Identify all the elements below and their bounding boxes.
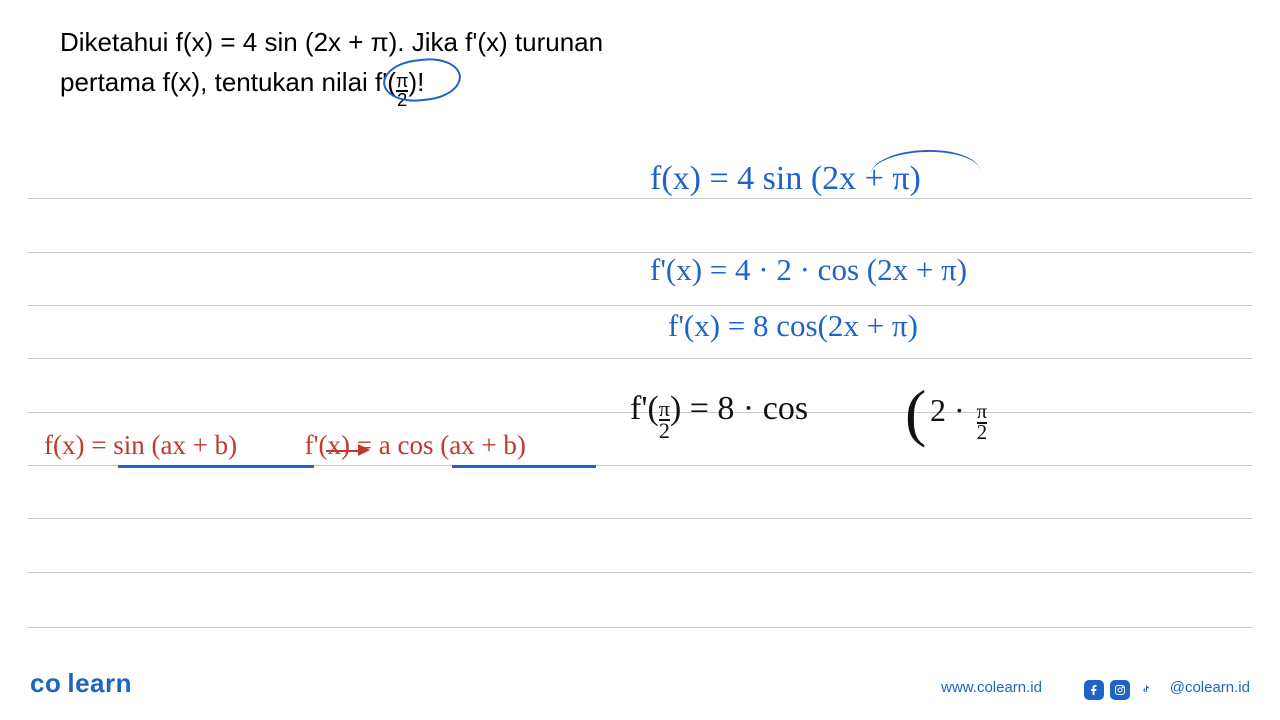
brand-pre: co — [30, 668, 61, 698]
problem-line-2-pre: pertama f(x), tentukan nilai — [60, 67, 368, 97]
hw-eval-frac-num: π — [659, 399, 670, 419]
problem-statement: Diketahui f(x) = 4 sin (2x + π). Jika f'… — [60, 22, 680, 108]
hw-fprime-step1: f'(x) = 4 · 2 · cos (2x + π) — [650, 254, 967, 285]
hw-eval-pi-half: π2 — [977, 403, 988, 442]
problem-fcall-pre: f'( — [375, 67, 396, 97]
footer-url: www.colearn.id — [941, 679, 1042, 696]
fraction-num: π — [396, 73, 409, 89]
hw-eval-pi: π — [977, 403, 988, 422]
formula-underline-2 — [452, 465, 596, 468]
arrow-head-icon — [358, 444, 370, 456]
facebook-icon — [1084, 680, 1104, 700]
hw-fprime-step2: f'(x) = 8 cos(2x + π) — [668, 310, 918, 341]
formula-rhs: f'(x) = a cos (ax + b) — [305, 430, 526, 460]
ruled-line — [28, 627, 1252, 628]
formula-rule: f(x) = sin (ax + b) f'(x) = a cos (ax + … — [44, 432, 526, 459]
arc-over-argument — [870, 148, 981, 178]
whiteboard-page: Diketahui f(x) = 4 sin (2x + π). Jika f'… — [0, 0, 1280, 720]
ruled-line — [28, 305, 1252, 306]
ruled-line — [28, 358, 1252, 359]
hw-eval-frac-den: 2 — [659, 419, 670, 441]
arrow-shaft — [326, 450, 358, 452]
formula-lhs: f(x) = sin (ax + b) — [44, 430, 237, 460]
hw-eval-fraction: π2 — [659, 399, 670, 441]
hw-eval-two-dot: 2 · — [930, 392, 965, 428]
problem-line-1: Diketahui f(x) = 4 sin (2x + π). Jika f'… — [60, 22, 680, 62]
hw-eval-two: 2 — [977, 422, 988, 443]
fraction-den: 2 — [396, 90, 409, 108]
hw-evaluate-lhs: f'(π2) = 8 · cos — [630, 392, 808, 441]
social-icons — [1084, 680, 1156, 700]
instagram-icon — [1110, 680, 1130, 700]
brand-logo: colearn — [30, 668, 132, 698]
problem-fraction: π2 — [396, 73, 409, 108]
hw-eval-inside: 2 · π2 — [930, 394, 987, 442]
tiktok-icon — [1136, 680, 1156, 700]
formula-underline-1 — [118, 465, 314, 468]
ruled-line — [28, 518, 1252, 519]
ruled-line — [28, 198, 1252, 199]
ruled-line — [28, 572, 1252, 573]
problem-line-2: pertama f(x), tentukan nilai f'(π2)! — [60, 62, 680, 108]
footer: colearn www.colearn.id @colearn.id — [30, 668, 1250, 698]
brand-post: learn — [67, 668, 132, 698]
ruled-line — [28, 252, 1252, 253]
hw-eval-equals: ) = 8 · cos — [670, 390, 808, 427]
footer-handle: @colearn.id — [1170, 679, 1250, 696]
problem-fcall-post: )! — [408, 67, 424, 97]
hw-big-open-paren: ( — [905, 376, 926, 450]
hw-eval-fprime-open: f'( — [630, 390, 659, 427]
